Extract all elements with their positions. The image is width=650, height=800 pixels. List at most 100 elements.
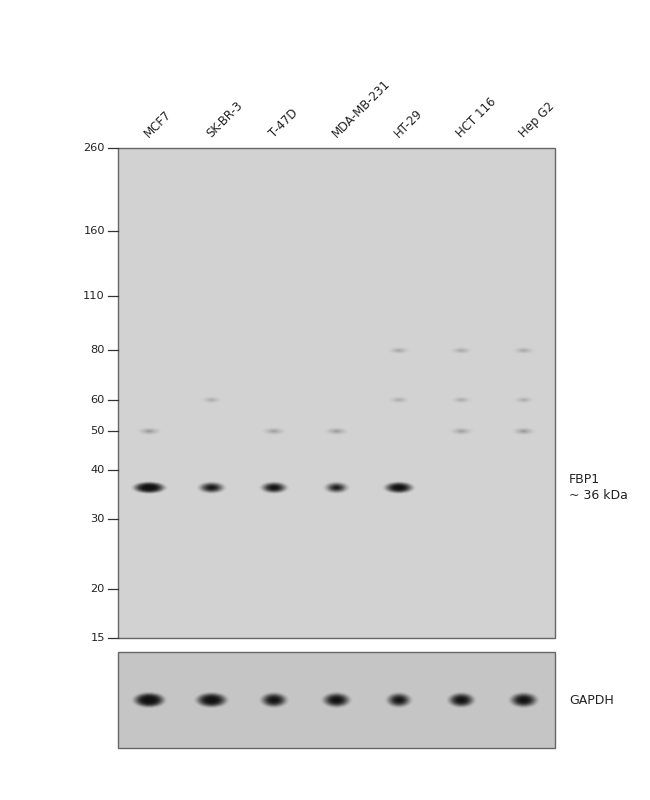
Ellipse shape [261,482,288,494]
Ellipse shape [208,486,215,489]
Ellipse shape [395,486,403,489]
Ellipse shape [448,693,475,707]
Ellipse shape [518,697,530,703]
Ellipse shape [389,694,409,706]
Text: SK-BR-3: SK-BR-3 [205,99,246,140]
Ellipse shape [147,699,151,701]
Ellipse shape [395,698,403,702]
Ellipse shape [142,486,156,490]
Ellipse shape [272,699,276,701]
Text: MCF7: MCF7 [142,108,174,140]
Ellipse shape [194,692,229,708]
Ellipse shape [519,698,528,702]
Ellipse shape [262,482,286,493]
Ellipse shape [135,693,164,707]
Text: 40: 40 [90,465,105,474]
Ellipse shape [523,699,525,701]
Text: 160: 160 [83,226,105,236]
Ellipse shape [265,695,283,705]
Ellipse shape [132,692,166,708]
Ellipse shape [207,698,216,702]
Ellipse shape [325,694,348,706]
Ellipse shape [268,485,280,490]
Ellipse shape [459,698,464,702]
Ellipse shape [135,482,163,493]
Ellipse shape [514,695,533,705]
Ellipse shape [203,696,220,704]
Ellipse shape [273,699,275,701]
Text: 80: 80 [90,346,105,355]
Ellipse shape [137,694,161,706]
Ellipse shape [450,694,473,706]
Ellipse shape [322,693,351,707]
Ellipse shape [210,487,213,488]
Ellipse shape [521,698,526,702]
Ellipse shape [203,484,220,491]
Ellipse shape [386,693,411,707]
Ellipse shape [270,486,279,490]
Ellipse shape [140,695,159,705]
Ellipse shape [204,697,219,703]
Text: 60: 60 [90,395,105,405]
Ellipse shape [394,697,404,703]
Ellipse shape [136,483,162,492]
Ellipse shape [262,694,286,706]
Ellipse shape [199,694,224,706]
Ellipse shape [142,697,157,703]
Ellipse shape [205,485,218,490]
Ellipse shape [201,695,222,705]
Ellipse shape [142,485,157,490]
Ellipse shape [384,482,414,494]
Ellipse shape [203,484,221,491]
Ellipse shape [134,482,164,493]
Ellipse shape [266,695,282,705]
Ellipse shape [335,699,337,701]
Ellipse shape [448,693,474,707]
Ellipse shape [332,486,341,490]
Ellipse shape [332,486,341,490]
Ellipse shape [326,482,347,493]
Ellipse shape [391,695,407,705]
Ellipse shape [455,697,468,703]
Ellipse shape [396,698,402,702]
Ellipse shape [211,699,213,701]
Ellipse shape [266,696,281,704]
Ellipse shape [271,698,277,702]
Ellipse shape [145,698,153,702]
Ellipse shape [457,698,466,702]
Text: 30: 30 [90,514,105,524]
Ellipse shape [388,694,410,706]
Ellipse shape [516,696,531,704]
Ellipse shape [209,698,215,702]
Ellipse shape [326,694,347,706]
Text: 260: 260 [83,143,105,153]
Text: MDA-MB-231: MDA-MB-231 [330,77,393,140]
Ellipse shape [331,485,343,490]
Ellipse shape [137,483,161,492]
Ellipse shape [331,697,342,703]
Ellipse shape [520,698,528,702]
Ellipse shape [135,694,163,706]
Ellipse shape [268,697,280,703]
Ellipse shape [140,485,158,490]
Ellipse shape [391,695,408,705]
Ellipse shape [392,696,406,704]
Ellipse shape [389,484,409,491]
Ellipse shape [144,486,155,490]
Ellipse shape [329,696,344,704]
Ellipse shape [209,486,214,489]
Ellipse shape [138,695,160,705]
Ellipse shape [133,693,165,707]
Text: ~ 36 kDa: ~ 36 kDa [569,489,628,502]
Ellipse shape [517,697,530,703]
Ellipse shape [145,486,153,489]
Ellipse shape [270,698,278,702]
Text: HCT 116: HCT 116 [454,95,499,140]
Ellipse shape [330,697,343,703]
Ellipse shape [388,483,410,492]
Ellipse shape [460,699,462,701]
Ellipse shape [329,484,344,491]
Ellipse shape [323,693,350,707]
Ellipse shape [146,698,152,702]
Ellipse shape [387,693,411,707]
